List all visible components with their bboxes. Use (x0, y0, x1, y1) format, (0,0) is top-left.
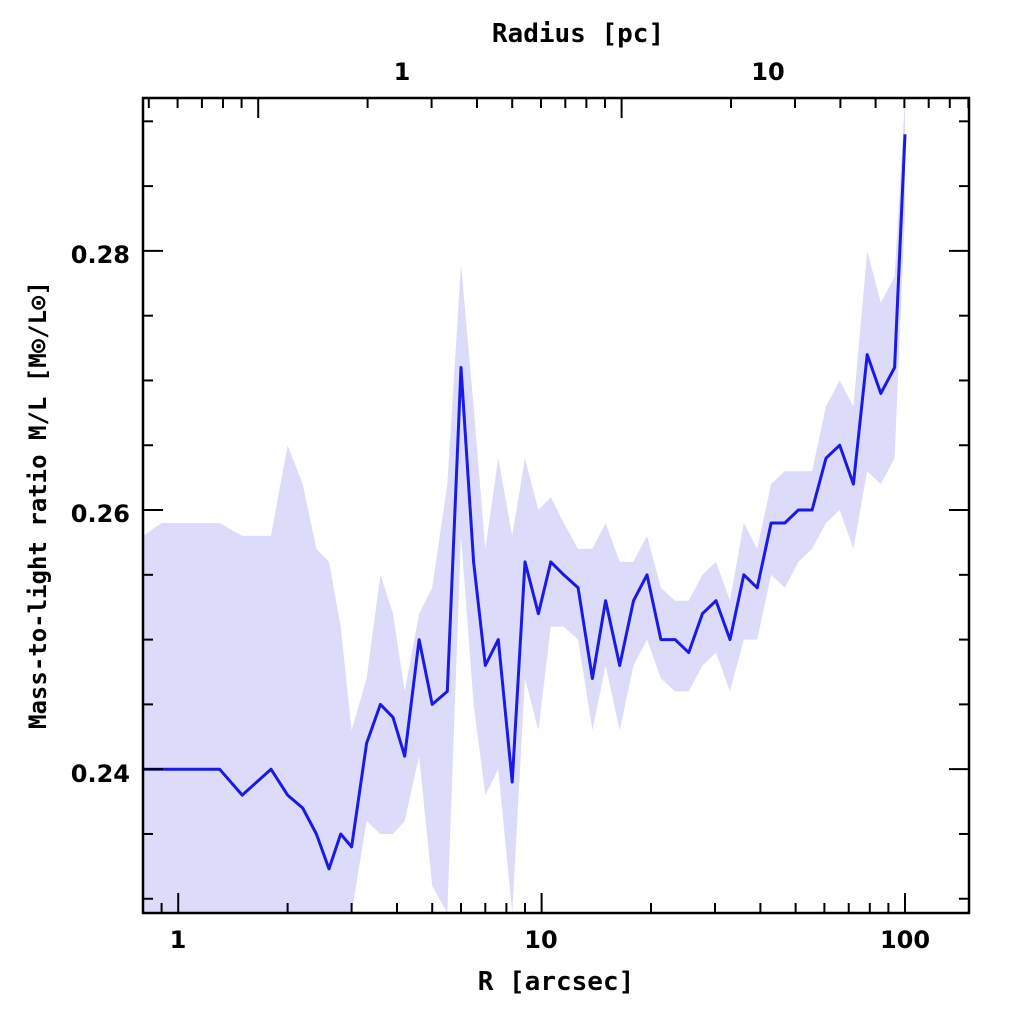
top-axis-label: Radius [pc] (492, 19, 664, 49)
x-axis-label: R [arcsec] (478, 967, 635, 997)
y-tick-label-0.26: 0.26 (71, 500, 130, 528)
top-tick-label-1: 1 (394, 58, 411, 86)
mass-to-light-line (143, 134, 907, 871)
series-line-layer (143, 134, 907, 871)
top-tick-labels: 1 10 (394, 58, 785, 86)
axis-ticks-layer (142, 98, 970, 913)
uncertainty-band (143, 98, 905, 913)
x-tick-label-10: 10 (524, 926, 557, 954)
x-tick-label-100: 100 (880, 926, 930, 954)
x-tick-labels: 1 10 100 (170, 926, 930, 954)
top-tick-label-10: 10 (751, 58, 784, 86)
y-axis-label: Mass-to-light ratio M/L [M⊙/L⊙] (24, 281, 52, 729)
x-tick-label-1: 1 (170, 926, 187, 954)
uncertainty-band-layer (143, 98, 905, 913)
y-tick-label-0.28: 0.28 (71, 241, 130, 269)
y-tick-label-0.24: 0.24 (71, 760, 130, 788)
plot-frame (141, 96, 971, 915)
y-tick-labels: 0.24 0.26 0.28 (71, 241, 130, 788)
